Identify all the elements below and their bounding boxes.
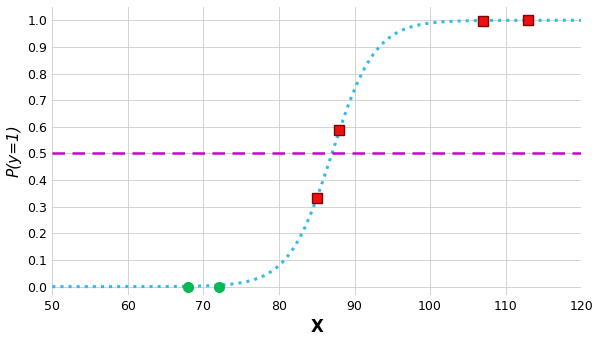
X-axis label: X: X <box>310 318 323 336</box>
Y-axis label: P(y=1): P(y=1) <box>7 125 22 177</box>
